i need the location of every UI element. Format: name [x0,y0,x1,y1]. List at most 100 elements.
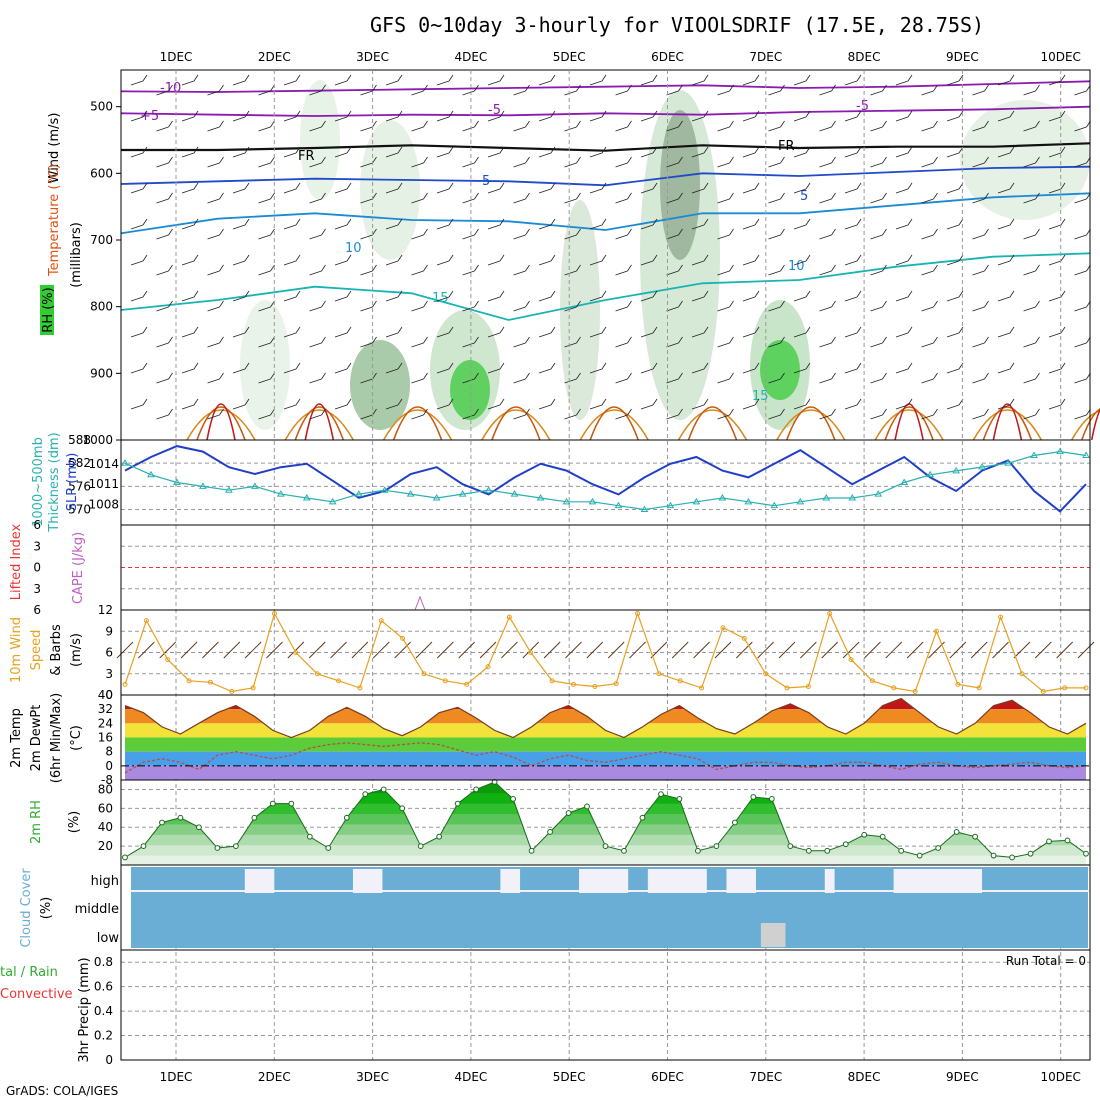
wind-barb-flag [703,326,709,334]
wind-barb [997,260,1011,266]
wind-barb-flag [856,290,862,298]
wind-barb [436,152,450,158]
wind-barb [997,368,1011,374]
warm-contour [186,409,256,441]
isotherm-line [120,80,1091,93]
wind-speed-marker [1083,685,1089,691]
wind-barb-flag [856,398,862,406]
wind-barb [411,234,424,240]
wind-barb [742,296,756,302]
wind-barb [691,260,705,266]
wind-barb [130,116,144,122]
wind-barb [258,306,271,312]
upper-y-tick-label: 600 [90,166,113,180]
wind-barb [1074,126,1087,132]
wind-barb-flag [423,264,428,272]
wind-barb-flag [397,218,403,226]
thickness-marker [796,497,805,505]
wind-tick-label: 3 [105,667,113,681]
wind-barb-flag [550,218,556,226]
wind-barb [589,404,603,410]
warm-contour [982,406,1033,441]
wind-barb [156,270,169,276]
wind-barb-flag [1060,290,1066,298]
wind-barb [666,90,679,96]
wind-barb [1048,296,1062,302]
upper-rh-label: RH (%) [41,287,56,332]
wind-barb-flag [372,192,377,200]
isotherm-line [120,192,1091,235]
wind-speed-marker [891,685,897,691]
wind-barb-flag [168,300,173,308]
wind-barb-flag [168,84,173,92]
wind-barb-flag [321,192,326,200]
wind-barb [360,342,373,348]
wind-barb-flag [576,264,581,272]
wind-barb-10m [949,641,967,659]
thickness-marker [1056,447,1064,455]
thickness-marker [822,493,831,501]
wind-barb [997,296,1011,302]
wind-barb [666,414,679,420]
warm-contour [992,403,1023,441]
wind-barb [615,234,628,240]
rh-marker [842,841,849,848]
rh-marker [861,831,868,838]
wind-barb-flag [244,182,250,190]
wind-barb-flag [933,372,938,380]
wind-barb-flag [244,146,250,154]
wind-barb-flag [168,120,173,128]
rh-shading-region [560,200,600,420]
wind-barb-flag [805,110,811,118]
wind-barb [615,342,628,348]
wind-barb-flag [933,192,938,200]
day-tick-label-top: 5DEC [553,50,586,64]
wind-barb [768,234,781,240]
wind-barb [640,332,654,338]
wind-speed-marker [869,678,875,684]
wind-barb [895,80,909,86]
wind-barb-flag [219,408,224,416]
cape-label: CAPE (J/kg) [71,532,86,604]
wind-barb [436,296,450,302]
wind-barb-flag [933,336,938,344]
wind-barb [487,152,501,158]
wind-barb-flag [576,408,581,416]
wind-barb-flag [244,290,250,298]
rh-marker [380,786,387,793]
wind-barb [1023,198,1036,204]
wind-barb-flag [193,254,199,262]
wind-barb-flag [474,228,479,236]
wind-barb-flag [958,326,964,334]
wind-barb-flag [448,182,454,190]
thickness-marker [666,501,675,509]
wind-barb [207,378,220,384]
wind-barb-flag [703,146,709,154]
wind-barb-flag [142,398,148,406]
wind-barb-flag [499,146,505,154]
wind-barb [130,296,144,302]
upper-y-tick-label: 800 [90,300,113,314]
wind-barb-flag [372,120,377,128]
wind-barb-flag [933,120,938,128]
wind-barb [844,368,858,374]
wind-barb-flag [729,120,734,128]
rh-band [125,813,1086,825]
wind-barb [513,270,526,276]
thickness-marker [121,459,129,466]
wind-barb-flag [525,264,530,272]
wind-barb-10m [800,641,817,659]
wind-barb-flag [678,372,683,380]
rh-shading-region [360,120,420,260]
wind-barb [411,198,424,204]
wind-barb [1048,188,1062,194]
wind-barb [334,404,348,410]
wind-barb [946,80,960,86]
wind-barb [130,404,144,410]
rh-tick-label: 80 [98,782,113,796]
thickness-label-b: Thickness (dm) [47,432,62,532]
wind-barb-flag [907,254,913,262]
wind-barb-flag [831,408,836,416]
wind-barb-flag [678,192,683,200]
temp-label-a: 2m Temp [9,708,24,768]
